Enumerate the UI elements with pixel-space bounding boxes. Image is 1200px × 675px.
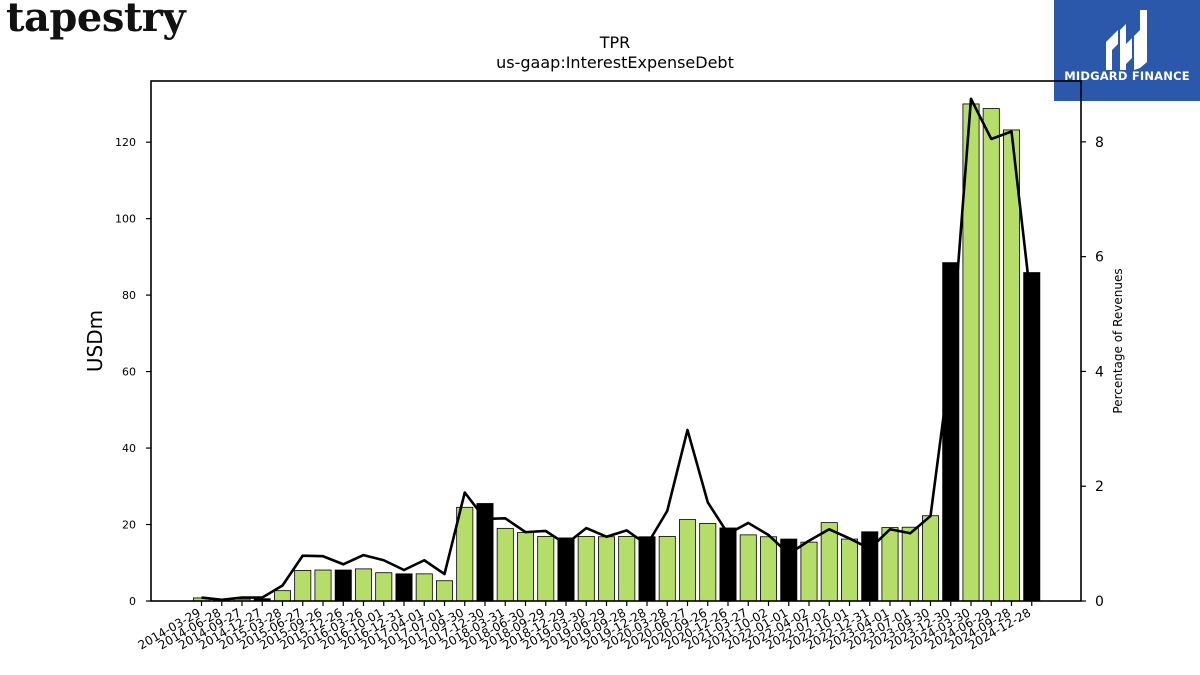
- y-tick-label: 60: [122, 366, 136, 379]
- bar-2015-09-26: [314, 569, 332, 602]
- bar-2018-06-30: [517, 532, 535, 602]
- bar-2016-03-26: [354, 568, 372, 602]
- bar-2016-12-31: [395, 573, 413, 602]
- revenue-percentage-line: [201, 97, 1034, 602]
- bar-2018-12-29: [557, 537, 575, 602]
- y-tick-label: 40: [122, 442, 136, 455]
- bar-2015-12-26: [334, 569, 352, 602]
- bar-2022-10-01: [841, 538, 859, 602]
- y-axis-label: USDm: [83, 310, 107, 372]
- bar-2019-09-28: [618, 535, 636, 602]
- bar-2019-12-28: [638, 536, 656, 602]
- badge-label: MIDGARD FINANCE: [1064, 69, 1190, 83]
- bar-2016-10-01: [375, 572, 393, 602]
- bar-2018-09-29: [537, 535, 555, 602]
- chart-subtitle: us-gaap:InterestExpenseDebt: [496, 53, 734, 72]
- y-tick-label: 100: [115, 213, 136, 226]
- bar-2017-04-01: [415, 573, 433, 602]
- bar-2024-12-28: [1023, 272, 1041, 602]
- bar-2018-03-31: [496, 527, 514, 602]
- bar-2017-09-30: [456, 506, 474, 602]
- y-tick-label: 120: [115, 136, 136, 149]
- y2-tick-label: 6: [1095, 250, 1104, 266]
- bar-2019-03-30: [577, 535, 595, 602]
- bar-2024-06-29: [982, 108, 1000, 602]
- chart-title: TPR: [599, 33, 631, 52]
- bar-2021-03-27: [739, 534, 757, 602]
- y2-tick-label: 8: [1095, 135, 1104, 151]
- bar-2021-10-02: [760, 536, 778, 602]
- bar-2023-12-30: [942, 262, 960, 602]
- bar-2015-06-27: [294, 570, 312, 602]
- y2-axis-label: Percentage of Revenues: [1111, 268, 1125, 413]
- y2-tick-label: 4: [1095, 364, 1104, 380]
- bar-2023-04-01: [881, 527, 899, 602]
- bar-2019-06-29: [598, 536, 616, 602]
- y2-tick-label: 2: [1095, 479, 1104, 495]
- bar-2022-07-02: [820, 522, 838, 602]
- bar-2017-07-01: [435, 580, 453, 602]
- midgard-finance-badge: MIDGARD FINANCE: [1054, 0, 1200, 101]
- bar-2020-06-27: [679, 519, 697, 602]
- y-tick-label: 20: [122, 519, 136, 532]
- bar-2020-12-26: [719, 527, 737, 602]
- plot-frame: [150, 80, 1082, 602]
- y2-tick-label: 0: [1095, 594, 1104, 610]
- bar-2020-09-26: [699, 522, 717, 602]
- bar-2015-03-28: [273, 590, 291, 602]
- bar-2023-09-30: [922, 515, 940, 602]
- bar-2022-04-02: [800, 541, 818, 602]
- midgard-logo-icon: [1106, 10, 1147, 70]
- y-tick-label: 80: [122, 289, 136, 302]
- bar-2024-09-28: [1003, 129, 1021, 602]
- company-logo: tapestry: [6, 0, 186, 41]
- bar-2020-03-28: [658, 535, 676, 602]
- y-tick-label: 0: [129, 595, 136, 608]
- bar-2023-07-01: [901, 526, 919, 602]
